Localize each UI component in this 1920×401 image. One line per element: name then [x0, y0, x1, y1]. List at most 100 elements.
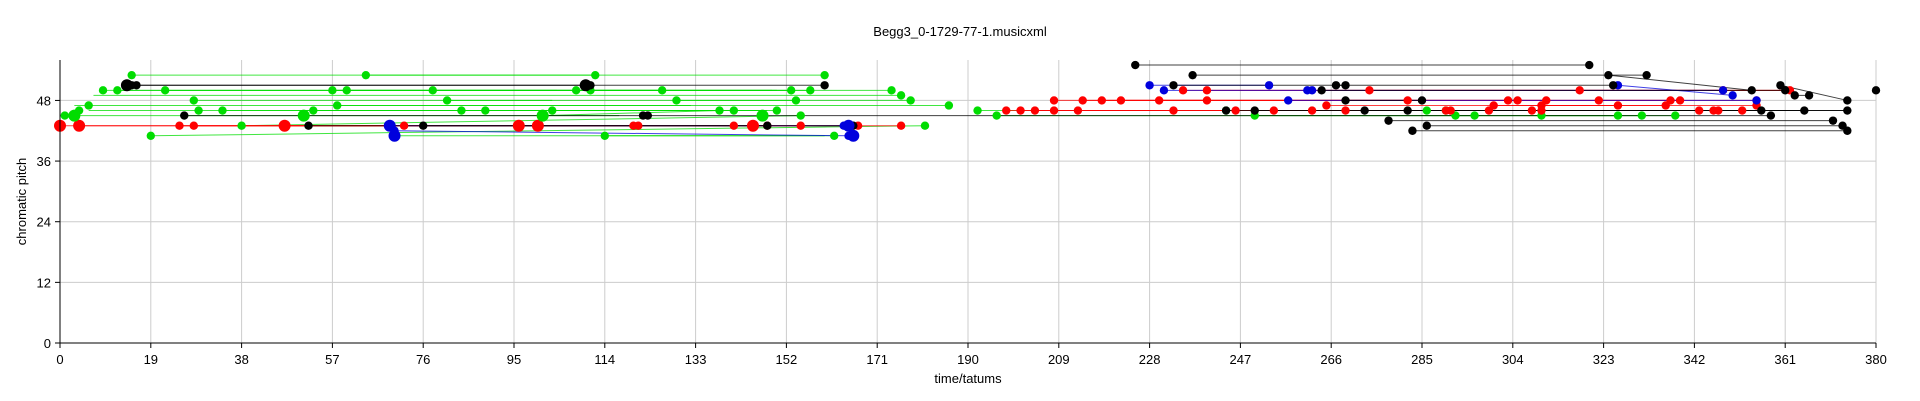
red-note-point [634, 121, 643, 130]
black-note-point [1317, 86, 1326, 95]
x-axis-title: time/tatums [934, 371, 1002, 386]
red-note-point [1030, 106, 1040, 115]
green-note-point [944, 101, 954, 110]
red-note-point [1365, 86, 1374, 95]
black-note-point [763, 121, 772, 130]
black-note-point-large [579, 79, 592, 92]
y-axis-title: chromatic pitch [14, 158, 29, 245]
black-note-point [1408, 126, 1417, 135]
green-note-point [442, 96, 452, 105]
blue-note-point [1307, 86, 1317, 95]
red-note-point [796, 121, 805, 130]
red-note-point [1178, 86, 1188, 95]
red-note-point [1169, 106, 1178, 115]
x-tick-label: 152 [776, 352, 798, 367]
green-note-point [548, 106, 557, 115]
black-note-point [1221, 106, 1231, 115]
black-note-point [1843, 106, 1852, 115]
blue-note-point [1264, 81, 1274, 90]
red-note-point [1694, 106, 1704, 115]
black-note-point [1403, 106, 1412, 115]
green-note-point [194, 106, 203, 115]
green-note-point [992, 111, 1001, 120]
green-note-point [786, 86, 796, 95]
chart-title: Begg3_0-1729-77-1.musicxml [873, 24, 1047, 39]
black-note-point [1800, 106, 1809, 115]
red-note-point-large [531, 119, 544, 132]
red-note-point [1527, 106, 1537, 115]
black-note-point [132, 81, 141, 90]
green-note-point [715, 106, 724, 115]
green-note-point [829, 131, 839, 141]
grid [59, 60, 1877, 344]
green-note-point [1470, 111, 1479, 120]
black-note-point [1250, 106, 1259, 115]
red-note-point-large [512, 119, 525, 132]
red-note-point-large [73, 119, 86, 132]
green-note-point-large [756, 109, 769, 122]
blue-note-connection [394, 130, 849, 137]
green-note-point [146, 131, 155, 141]
green-note-point-large [536, 109, 549, 122]
blue-note-point-large [388, 129, 401, 142]
y-tick-label: 0 [44, 336, 51, 351]
x-tick-label: 38 [234, 352, 248, 367]
red-note-point [1116, 96, 1126, 105]
red-note-point [896, 121, 906, 130]
blue-note-point [1752, 96, 1761, 105]
green-note-point [1671, 111, 1680, 120]
red-note-point [1202, 96, 1212, 105]
green-note-point [160, 86, 170, 95]
red-note-point [1446, 106, 1455, 115]
black-note-point [1781, 86, 1790, 95]
green-note-point-large [68, 109, 81, 122]
green-note-point [342, 86, 351, 95]
red-note-point [1714, 106, 1723, 115]
x-tick-label: 285 [1411, 352, 1433, 367]
green-note-point [1422, 106, 1431, 115]
black-note-point [180, 111, 189, 120]
x-tick-label: 342 [1684, 352, 1706, 367]
green-note-point [84, 101, 93, 110]
red-note-point [1503, 96, 1513, 105]
y-tick-label: 48 [37, 93, 51, 108]
red-note-point-large [278, 119, 291, 132]
green-note-point [481, 106, 490, 115]
black-note-point [1604, 70, 1613, 80]
x-tick-label: 19 [144, 352, 158, 367]
red-note-point [1049, 96, 1059, 105]
x-tick-label: 171 [866, 352, 888, 367]
x-tick-label: 361 [1774, 352, 1796, 367]
black-note-point [1790, 91, 1799, 100]
green-note-point [1613, 111, 1623, 120]
green-note-point [218, 106, 227, 115]
red-note-point [1403, 96, 1412, 105]
green-note-point [896, 91, 906, 100]
black-note-point [1422, 121, 1431, 130]
black-note-point [1828, 116, 1838, 125]
x-tick-label: 380 [1865, 352, 1887, 367]
red-note-point [1097, 96, 1107, 105]
red-note-point [1489, 101, 1498, 110]
green-note-point [887, 86, 896, 95]
black-note-connection [1608, 74, 1752, 91]
red-note-point [1073, 106, 1083, 115]
green-note-point [428, 86, 437, 95]
red-note-point [1231, 106, 1240, 115]
black-note-point [1360, 106, 1369, 115]
green-note-point [672, 96, 681, 105]
x-tick-label: 114 [594, 352, 615, 367]
green-note-point [457, 106, 466, 115]
x-tick-label: 190 [957, 352, 979, 367]
black-note-point [643, 111, 653, 120]
x-tick-label: 209 [1048, 352, 1070, 367]
red-note-point [1675, 96, 1685, 105]
blue-note-point-large [842, 119, 855, 132]
x-tick-label: 57 [325, 352, 339, 367]
red-note-point [1575, 86, 1584, 95]
green-note-point [189, 96, 199, 105]
green-note-point [60, 111, 69, 120]
y-tick-label: 24 [37, 215, 51, 230]
black-note-point [419, 121, 428, 130]
